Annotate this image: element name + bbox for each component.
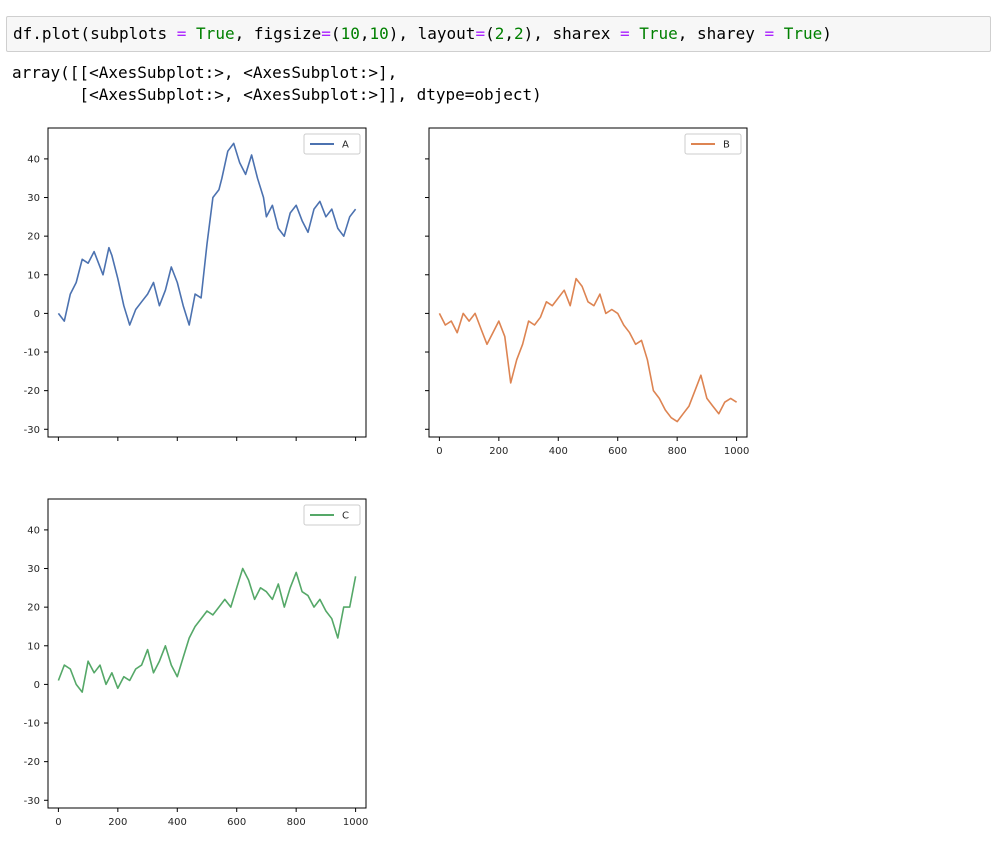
code-token: = [321,24,331,43]
code-token: 10 [369,24,389,43]
y-tick-label: 0 [34,309,40,320]
code-token: ), sharex [523,24,620,43]
subplot-top-right: 0 200 400 600 800 1000 B [425,127,749,457]
y-tick-label: 10 [27,270,40,281]
x-tick-label: 600 [227,817,246,828]
output-text: array([[<AxesSubplot:>, <AxesSubplot:>],… [12,62,542,106]
y-tick-label: 30 [27,564,40,575]
x-tick-label: 1000 [343,817,368,828]
subplot-top-left: -30 -20 -10 0 10 20 30 40 A [24,127,367,441]
code-token: True [196,24,235,43]
y-tick-label: -20 [24,386,40,397]
x-tick-label: 1000 [724,446,749,457]
code-token: 2 [494,24,505,43]
axes-frame [47,127,367,438]
y-tick-label: 20 [27,603,40,614]
y-tick-label: 10 [27,641,40,652]
x-tick-label: 800 [287,817,306,828]
y-tick-label: -30 [24,425,40,436]
x-tick-label: 600 [608,446,627,457]
code-token: ), layout [388,24,476,43]
code-token: , figsize [234,24,322,43]
axes-frame [428,127,748,438]
code-token: , [504,24,514,43]
legend-label: C [342,511,349,522]
x-tick-label: 0 [55,817,61,828]
legend-label: B [723,140,730,151]
code-token: 10 [340,24,360,43]
code-token: ( [485,24,495,43]
y-tick-label: 40 [27,154,40,165]
series-line-A [57,142,357,326]
x-tick-label: 400 [168,817,187,828]
code-token: , sharey [677,24,765,43]
output-line-1: array([[<AxesSubplot:>, <AxesSubplot:>], [12,63,398,82]
axes-frame [47,498,367,809]
y-tick-label: 30 [27,193,40,204]
x-tick-label: 0 [436,446,442,457]
y-tick-label: 0 [34,680,40,691]
legend-label: A [342,140,349,151]
code-cell[interactable]: df.plot(subplots = True, figsize=(10,10)… [6,16,991,52]
series-line-B [438,277,738,423]
y-tick-label: 20 [27,232,40,243]
x-tick-label: 400 [549,446,568,457]
code-token: ( [330,24,341,43]
code-token: True [639,24,678,43]
y-tick-label: -30 [24,796,40,807]
code-token: ) [822,24,832,43]
code-token: = [475,24,486,43]
y-tick-label: -20 [24,757,40,768]
code-token: df.plot(subplots [13,24,177,43]
x-tick-label: 800 [668,446,687,457]
code-token: , [359,24,370,43]
x-tick-label: 200 [108,817,127,828]
y-tick-label: 40 [27,525,40,536]
code-token: 2 [514,24,524,43]
code-token: = [176,24,187,43]
y-tick-label: -10 [24,719,40,730]
x-tick-label: 200 [489,446,508,457]
code-token: = [619,24,630,43]
code-token: True [783,24,823,43]
series-line-C [57,567,357,693]
y-tick-label: -10 [24,348,40,359]
code-token: = [764,24,775,43]
output-line-2: [<AxesSubplot:>, <AxesSubplot:>]], dtype… [12,85,542,104]
